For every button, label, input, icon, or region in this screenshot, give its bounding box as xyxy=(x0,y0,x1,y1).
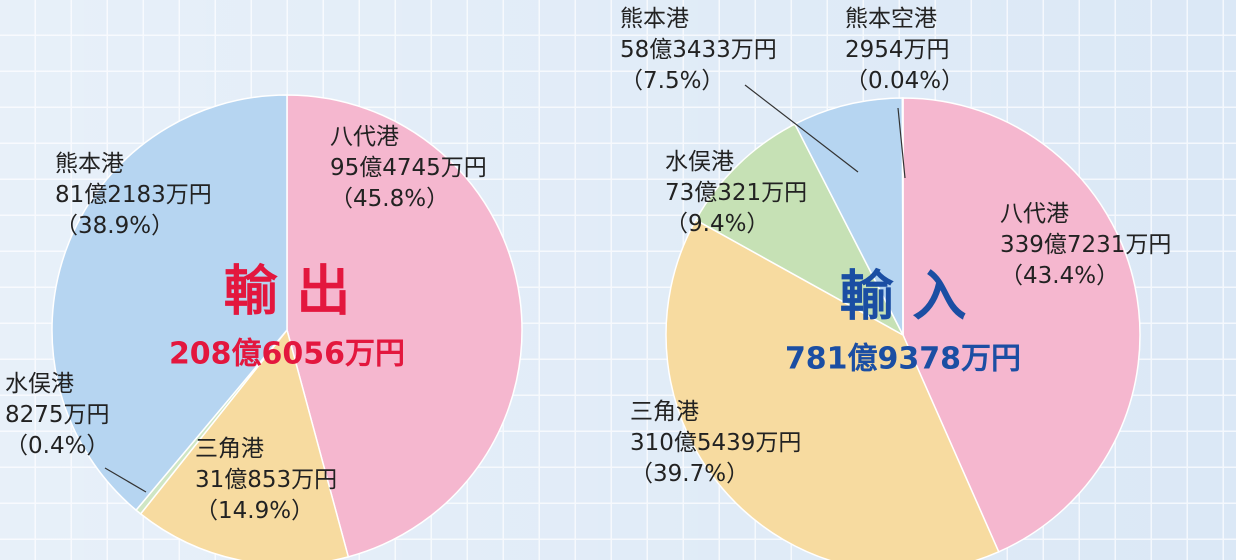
leader-line xyxy=(897,107,906,179)
pie-total: 208億6056万円 xyxy=(169,337,405,372)
pie-slice xyxy=(694,123,905,337)
slice-amount: 58億3433万円 xyxy=(620,37,777,63)
slice-name: 水俣港 xyxy=(5,371,74,397)
slice-percent: （9.4%） xyxy=(665,211,769,237)
pie-title: 輸 出 xyxy=(224,260,351,323)
slice-name: 熊本港 xyxy=(55,151,124,177)
slice-name: 八代港 xyxy=(1000,201,1069,227)
slice-amount: 95億4745万円 xyxy=(330,155,487,181)
slice-amount: 31億853万円 xyxy=(195,467,337,493)
pie-slice xyxy=(286,94,523,558)
pie-slice xyxy=(139,328,350,560)
leader-line xyxy=(744,84,859,173)
slice-percent: （38.9%） xyxy=(55,213,174,239)
slice-amount: 8275万円 xyxy=(5,402,110,428)
slice-amount: 339億7231万円 xyxy=(1000,232,1171,258)
slice-percent: （0.4%） xyxy=(5,433,109,459)
slice-name: 三角港 xyxy=(195,436,264,462)
slice-amount: 2954万円 xyxy=(845,37,950,63)
pie-slice xyxy=(793,97,904,336)
slice-amount: 81億2183万円 xyxy=(55,182,212,208)
slice-name: 熊本港 xyxy=(620,6,689,32)
pie-total: 781億9378万円 xyxy=(785,342,1021,377)
slice-percent: （45.8%） xyxy=(330,186,449,212)
leader-line xyxy=(104,467,147,493)
slice-amount: 310億5439万円 xyxy=(630,430,801,456)
slice-percent: （39.7%） xyxy=(630,461,749,487)
slice-percent: （43.4%） xyxy=(1000,263,1119,289)
slice-name: 水俣港 xyxy=(665,149,734,175)
pie-slice xyxy=(51,94,288,512)
slice-name: 熊本空港 xyxy=(845,6,937,32)
slice-name: 三角港 xyxy=(630,399,699,425)
slice-percent: （0.04%） xyxy=(845,68,964,94)
pie-slice xyxy=(902,97,1141,553)
slice-name: 八代港 xyxy=(330,124,399,150)
slice-amount: 73億321万円 xyxy=(665,180,807,206)
slice-percent: （7.5%） xyxy=(620,68,724,94)
pie-title: 輸 入 xyxy=(840,265,967,328)
pie-slice xyxy=(665,218,1000,560)
slice-percent: （14.9%） xyxy=(195,498,314,524)
